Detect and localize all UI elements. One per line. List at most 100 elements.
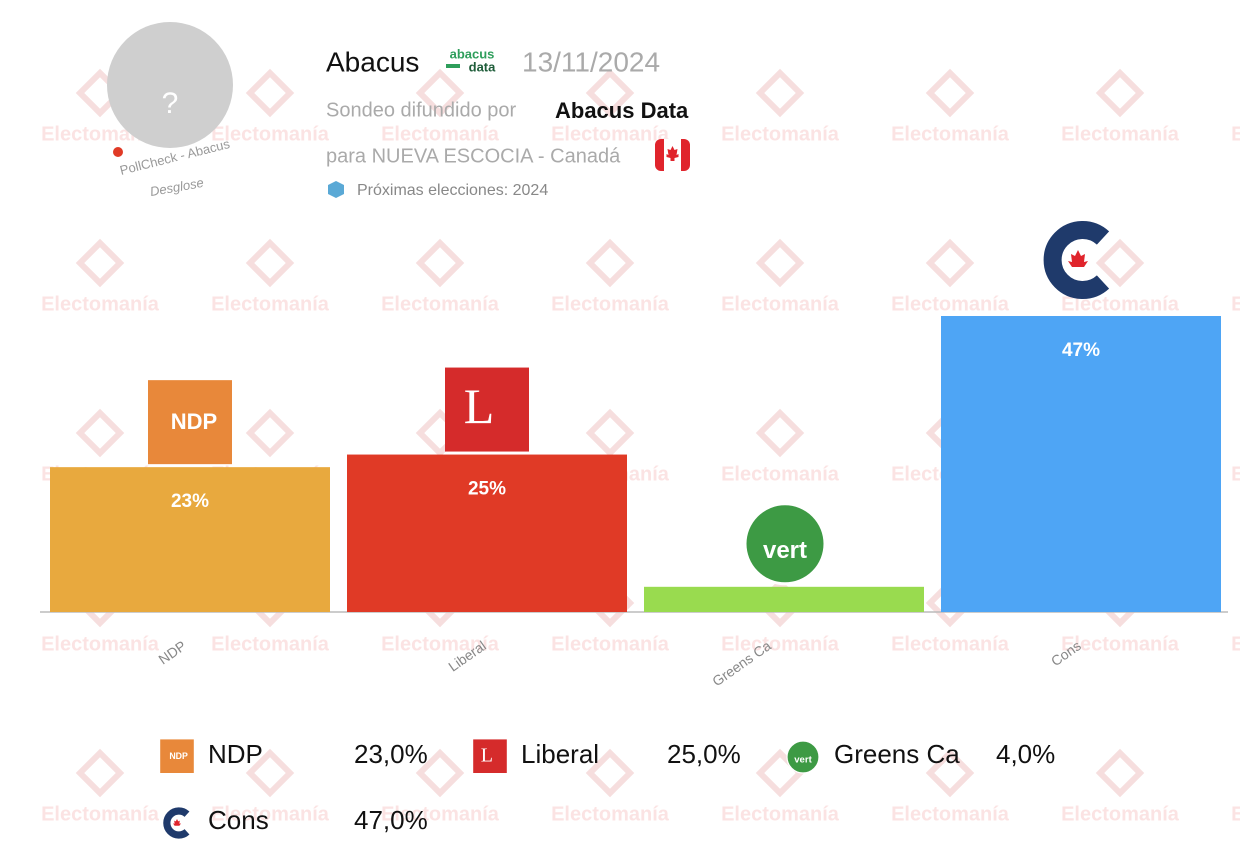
watermark: Electomanía	[41, 803, 160, 825]
watermark: Electomanía	[1061, 123, 1180, 145]
watermark: Electomanía	[41, 633, 160, 655]
flag	[655, 139, 690, 171]
watermark: Electomanía	[551, 123, 670, 145]
bar	[347, 454, 627, 612]
logo-c	[163, 807, 190, 839]
watermark: Electomanía	[381, 293, 500, 315]
party-logo	[163, 807, 190, 839]
watermark: Electomanía	[381, 123, 500, 145]
watermark: Electomanía	[891, 803, 1010, 825]
legend-name: Greens Ca	[834, 739, 960, 769]
released-by: Sondeo difundido por	[326, 99, 516, 121]
x-tick-label: NDP	[155, 637, 188, 667]
logo-leaf	[173, 819, 181, 826]
value-label: 23%	[171, 491, 209, 512]
ballot-icon	[328, 181, 344, 198]
watermark: Electomanía	[891, 293, 1010, 315]
watermark-icon	[585, 748, 635, 798]
logo-text: NDP	[171, 409, 217, 434]
logo-text: NDP	[169, 751, 188, 761]
watermark: Electomanía	[891, 123, 1010, 145]
pollster: Abacus	[326, 46, 419, 77]
watermark: Electomanía	[211, 123, 330, 145]
party-logo: vert	[786, 740, 820, 774]
watermark-icon	[245, 408, 295, 458]
watermark-icon	[925, 748, 975, 798]
logo-circle	[743, 502, 827, 586]
date: 13/11/2024	[522, 46, 660, 77]
watermark: Electomanía	[1061, 803, 1180, 825]
watermark-icon	[415, 68, 465, 118]
legend-value: 23,0%	[354, 739, 428, 769]
watermark: Electomanía	[1231, 293, 1240, 315]
avatar	[107, 22, 233, 148]
logo-leaf	[1068, 250, 1088, 267]
logo-text: vert	[794, 755, 812, 766]
logo-box	[473, 739, 507, 773]
watermark-icon	[925, 238, 975, 288]
logo-box	[445, 367, 529, 452]
watermark-icon	[1095, 238, 1145, 288]
pollcheck-icon	[113, 147, 123, 157]
party-logo: vert	[743, 502, 827, 586]
logo-box	[148, 380, 232, 465]
watermark-icon	[415, 748, 465, 798]
pollster-logo-bar	[446, 64, 460, 68]
watermark: Electomanía	[1231, 123, 1240, 145]
logo-text: vert	[763, 537, 807, 564]
bar	[644, 586, 924, 612]
watermark-icon	[245, 238, 295, 288]
logo-circle	[786, 740, 820, 774]
watermark: Electomanía	[891, 633, 1010, 655]
watermark: Electomanía	[1231, 633, 1240, 655]
value-label: 47%	[1062, 340, 1100, 361]
watermark-icon	[75, 238, 125, 288]
watermark-icon	[1095, 748, 1145, 798]
watermark: Electomanía	[721, 633, 840, 655]
watermark: Electomanía	[41, 293, 160, 315]
breakdown[interactable]: Desglose	[149, 175, 205, 199]
watermark: Electomanía	[381, 803, 500, 825]
watermark: Electomanía	[211, 633, 330, 655]
bar	[941, 316, 1221, 612]
legend-value: 4,0%	[996, 739, 1055, 769]
legend-value: 25,0%	[667, 739, 741, 769]
logo-text: L	[481, 745, 493, 767]
logo-c	[1043, 221, 1110, 299]
watermark: Electomanía	[721, 803, 840, 825]
watermark: Electomanía	[211, 293, 330, 315]
legend-name: Cons	[208, 805, 269, 835]
watermark: Electomanía	[721, 463, 840, 485]
pollster-logo: data	[469, 59, 497, 74]
bar	[50, 467, 330, 612]
legend-value: 47,0%	[354, 805, 428, 835]
watermark: Electomanía	[1061, 633, 1180, 655]
watermark: Electomanía	[551, 803, 670, 825]
watermark: Electomanía	[551, 633, 670, 655]
watermark: Electomanía	[1231, 463, 1240, 485]
logo-box	[160, 739, 194, 773]
watermark: Electomanía	[381, 633, 500, 655]
region: para NUEVA ESCOCIA - Canadá	[326, 145, 621, 167]
released-by-name: Abacus Data	[555, 98, 689, 123]
watermark: Electomanía	[1231, 803, 1240, 825]
watermark-icon	[75, 748, 125, 798]
watermark: Electomanía	[211, 803, 330, 825]
watermark-icon	[75, 408, 125, 458]
legend-name: Liberal	[521, 739, 599, 769]
watermark-icon	[585, 408, 635, 458]
pollster-logo: abacus	[450, 46, 495, 61]
party-logo: L	[473, 739, 507, 773]
watermark-icon	[755, 238, 805, 288]
party-logo: L	[445, 367, 529, 452]
watermark-icon	[245, 68, 295, 118]
next-elections: Próximas elecciones: 2024	[357, 182, 548, 199]
value-label: 25%	[468, 479, 506, 500]
watermark-icon	[585, 68, 635, 118]
party-logo: NDP	[148, 380, 232, 465]
legend-name: NDP	[208, 739, 263, 769]
watermark-icon	[415, 238, 465, 288]
watermark: Electomanía	[551, 293, 670, 315]
